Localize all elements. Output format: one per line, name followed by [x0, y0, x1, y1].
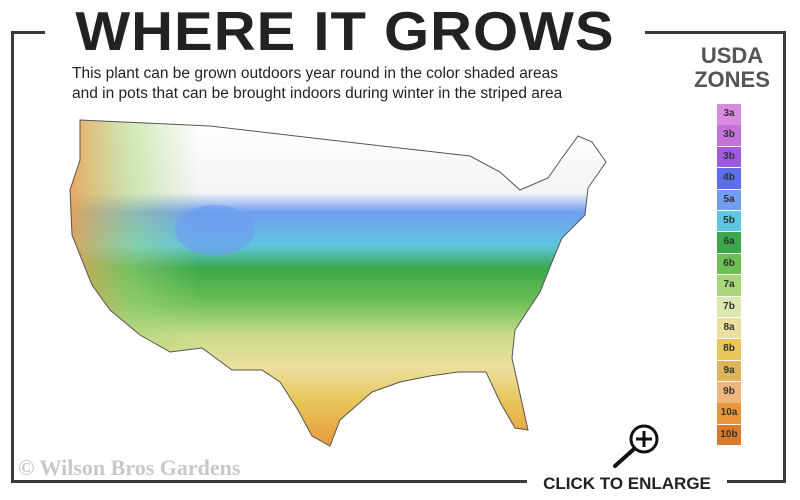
zone-swatch-9b: 9b: [717, 382, 741, 403]
zone-swatch-3a: 3a: [717, 104, 741, 125]
zone-swatch-5a: 5a: [717, 189, 741, 211]
legend-title-usda: USDA: [700, 43, 764, 68]
watermark: © Wilson Bros Gardens: [18, 455, 241, 480]
zone-swatch-10a: 10a: [717, 403, 741, 424]
subtitle-line-2: and in pots that can be brought indoors …: [72, 85, 563, 102]
zone-swatch-6b: 6b: [717, 253, 741, 275]
subtitle: This plant can be grown outdoors year ro…: [72, 64, 562, 104]
page-title: WHERE IT GROWS: [75, 0, 615, 63]
zone-swatch-7b: 7b: [717, 296, 741, 318]
zone-swatch-6a: 6a: [717, 232, 741, 253]
zone-fill: [70, 120, 606, 446]
zone-swatch-3b: 3b: [717, 146, 741, 168]
zone-swatch-9a: 9a: [717, 360, 741, 382]
zone-swatch-3b: 3b: [717, 125, 741, 146]
enlarge-mask: [527, 474, 727, 496]
zone-swatch-7a: 7a: [717, 275, 741, 296]
click-to-enlarge-button[interactable]: CLICK TO ENLARGE: [543, 474, 711, 493]
magnifier-plus-icon[interactable]: [606, 420, 666, 470]
subtitle-line-1: This plant can be grown outdoors year ro…: [72, 65, 558, 82]
zone-swatch-4b: 4b: [717, 168, 741, 189]
legend-title: USDA ZONES: [682, 44, 782, 92]
zone-swatch-8a: 8a: [717, 317, 741, 339]
zone-swatch-10b: 10b: [717, 424, 741, 446]
zone-swatch-8b: 8b: [717, 339, 741, 360]
zone-legend: 3a 3b 3b 4b 5a 5b 6a 6b 7a 7b 8a 8b 9a 9b 10a 10b: [717, 104, 741, 446]
title-mask: [45, 0, 645, 40]
zone-swatch-5b: 5b: [717, 210, 741, 232]
legend-title-zones: ZONES: [694, 67, 770, 92]
